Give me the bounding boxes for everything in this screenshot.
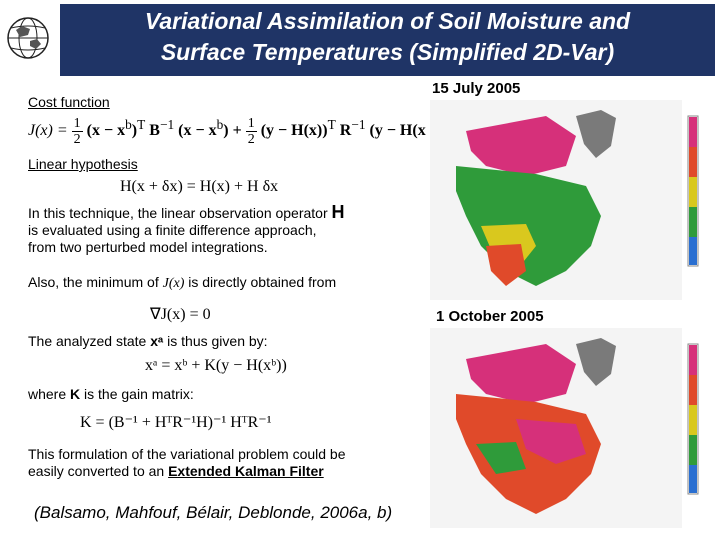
soil-moisture-map-october <box>426 324 706 534</box>
analyzed-state-paragraph: The analyzed state xᵃ is thus given by: <box>28 333 268 349</box>
citation: (Balsamo, Mahfouf, Bélair, Deblonde, 200… <box>34 503 393 522</box>
date-label-october: 1 October 2005 <box>436 308 544 325</box>
colorbar-frame <box>687 115 699 267</box>
green-region <box>476 442 526 474</box>
minimum-paragraph: Also, the minimum of J(x) is directly ob… <box>28 274 337 291</box>
greenland-region <box>576 110 616 158</box>
cost-function-label: Cost function <box>28 94 110 110</box>
gain-matrix-paragraph: where K is the gain matrix: <box>28 386 194 402</box>
ekf-text: Extended Kalman Filter <box>168 463 324 479</box>
gain-equation: K = (B⁻¹ + HᵀR⁻¹H)⁻¹ HᵀR⁻¹ <box>80 414 272 431</box>
date-label-july: 15 July 2005 <box>432 80 521 97</box>
southern-region <box>486 244 526 286</box>
analysis-equation: xᵃ = xᵇ + K(y − H(xᵇ)) <box>145 357 287 374</box>
northern-region <box>466 344 576 404</box>
title-line-1: Variational Assimilation of Soil Moistur… <box>144 8 631 34</box>
title-bar <box>60 4 715 76</box>
title-line-2: Surface Temperatures (Simplified 2D-Var) <box>160 39 615 65</box>
linear-hypothesis-label: Linear hypothesis <box>28 156 138 172</box>
soil-moisture-map-july <box>426 96 706 306</box>
slide-title: Variational Assimilation of Soil Moistur… <box>60 6 715 68</box>
colorbar-frame <box>687 343 699 495</box>
eastern-region <box>516 419 586 464</box>
northern-region <box>466 116 576 176</box>
formulation-paragraph: This formulation of the variational prob… <box>28 446 346 479</box>
globe-logo-icon <box>7 17 49 59</box>
gradient-equation: ∇J(x) = 0 <box>150 306 211 323</box>
technique-paragraph: In this technique, the linear observatio… <box>28 202 345 255</box>
linear-hypothesis-equation: H(x + δx) = H(x) + H δx <box>120 178 279 195</box>
greenland-region <box>576 338 616 386</box>
